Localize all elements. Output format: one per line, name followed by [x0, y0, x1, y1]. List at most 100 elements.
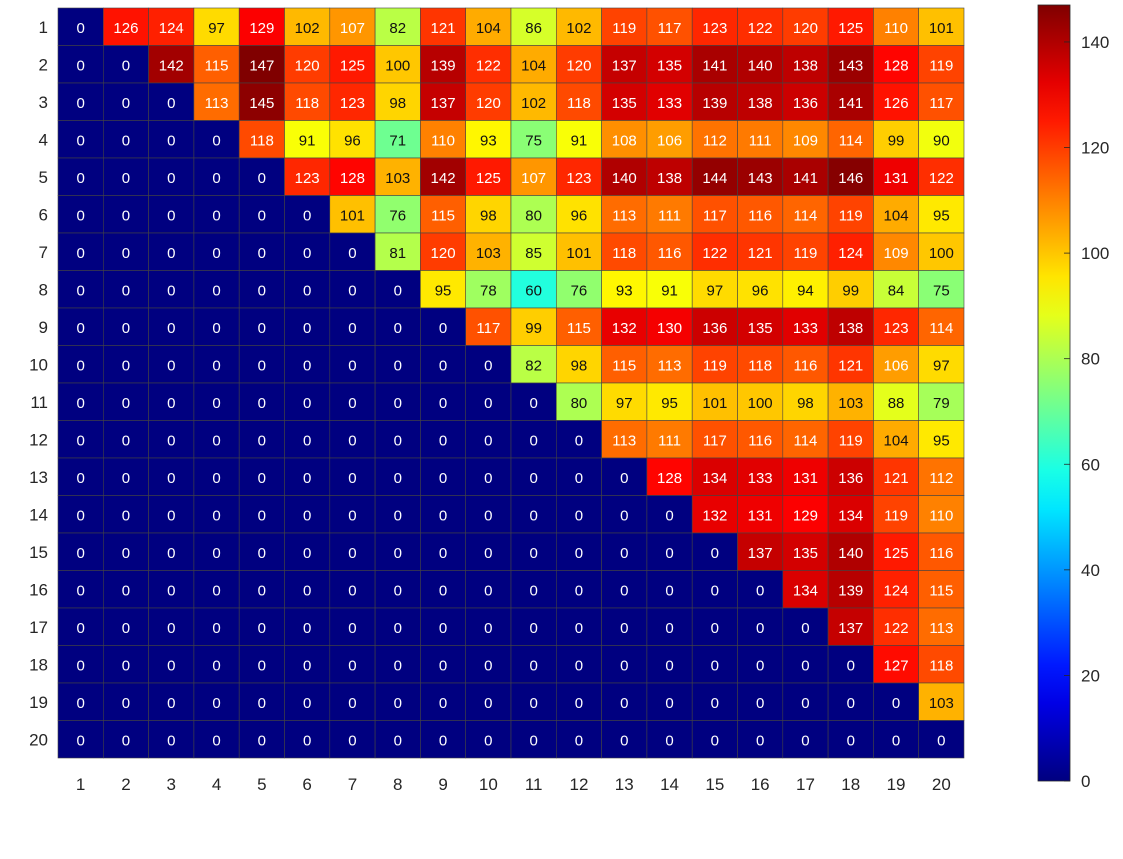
cell-value-label: 0 — [122, 620, 130, 637]
cell-value-label: 0 — [258, 282, 266, 299]
cell-value-label: 0 — [665, 620, 673, 637]
heatmap-cell — [103, 232, 149, 271]
x-tick-label: 13 — [615, 775, 634, 794]
heatmap-cell — [374, 157, 421, 196]
x-tick-label: 4 — [212, 775, 221, 794]
cell-value-label: 0 — [348, 282, 356, 299]
cell-value-label: 78 — [480, 282, 497, 299]
heatmap-cell — [238, 532, 285, 571]
x-tick-label: 8 — [393, 775, 402, 794]
heatmap-cell — [827, 532, 874, 571]
cell-value-label: 112 — [929, 470, 953, 487]
heatmap-cell — [782, 45, 829, 84]
heatmap-cell — [601, 645, 648, 684]
heatmap-cell — [329, 345, 376, 384]
cell-value-label: 102 — [295, 20, 320, 37]
cell-value-label: 116 — [748, 432, 772, 449]
cell-value-label: 124 — [159, 20, 184, 37]
heatmap-cell — [238, 645, 285, 684]
heatmap-cell — [691, 232, 738, 271]
cell-value-label: 0 — [167, 207, 175, 224]
cell-value-label: 84 — [888, 282, 905, 299]
cell-value-label: 0 — [212, 545, 220, 562]
cell-value-label: 0 — [529, 620, 537, 637]
cell-value-label: 0 — [756, 582, 764, 599]
heatmap-cell — [284, 532, 331, 571]
heatmap-cell — [737, 420, 784, 459]
cell-value-label: 0 — [76, 432, 84, 449]
cell-value-label: 0 — [122, 545, 130, 562]
cell-value-label: 123 — [566, 170, 591, 187]
cell-value-label: 75 — [933, 282, 950, 299]
cell-value-label: 110 — [431, 132, 455, 149]
heatmap-cell — [873, 7, 920, 46]
heatmap-cell — [737, 645, 784, 684]
heatmap-cell — [873, 532, 920, 571]
cell-value-label: 140 — [838, 545, 863, 562]
cell-value-label: 137 — [838, 620, 863, 637]
heatmap-cell — [374, 345, 421, 384]
heatmap-cell — [646, 532, 693, 571]
heatmap-cell — [329, 82, 376, 121]
cell-value-label: 0 — [212, 620, 220, 637]
heatmap-cell — [646, 570, 693, 609]
cell-value-label: 79 — [933, 395, 950, 412]
cell-value-label: 108 — [612, 132, 637, 149]
heatmap-cell — [103, 720, 149, 759]
cell-value-label: 0 — [711, 545, 719, 562]
heatmap-cell — [57, 645, 104, 684]
heatmap-cell — [555, 382, 602, 421]
cell-value-label: 0 — [258, 170, 266, 187]
heatmap-cell — [420, 570, 466, 609]
heatmap-cell — [510, 532, 557, 571]
cell-value-label: 0 — [439, 395, 447, 412]
cell-value-label: 136 — [702, 320, 727, 337]
heatmap-cell — [148, 232, 195, 271]
heatmap-cell — [193, 720, 240, 759]
cell-value-label: 0 — [575, 732, 583, 749]
colorbar: 0 20 40 60 80 100 120 140 — [1037, 4, 1109, 791]
heatmap-cell — [238, 420, 285, 459]
cell-value-label: 104 — [521, 57, 546, 74]
heatmap-cell — [148, 45, 195, 84]
cell-value-label: 0 — [756, 657, 764, 674]
heatmap-cell — [465, 120, 512, 159]
cell-value-label: 0 — [167, 695, 175, 712]
cell-value-label: 0 — [167, 132, 175, 149]
heatmap-cell — [782, 120, 829, 159]
cell-value-label: 118 — [929, 657, 953, 674]
y-tick-label: 6 — [39, 205, 48, 224]
heatmap-cell — [646, 345, 693, 384]
heatmap-cell — [918, 457, 965, 496]
heatmap-cell — [691, 570, 738, 609]
cell-value-label: 0 — [348, 432, 356, 449]
cell-value-label: 91 — [299, 132, 316, 149]
heatmap-cell — [103, 45, 149, 84]
cell-value-label: 114 — [793, 432, 817, 449]
heatmap-cell — [57, 682, 104, 721]
heatmap-cell — [284, 7, 331, 46]
cell-value-label: 0 — [484, 395, 492, 412]
cell-value-label: 80 — [571, 395, 588, 412]
heatmap-cell — [284, 420, 331, 459]
cell-value-label: 118 — [250, 132, 274, 149]
heatmap-cell — [601, 82, 648, 121]
cell-value-label: 0 — [620, 732, 628, 749]
cell-value-label: 0 — [394, 545, 402, 562]
heatmap-cell — [737, 457, 784, 496]
cell-value-label: 124 — [838, 245, 863, 262]
cell-value-label: 0 — [665, 545, 673, 562]
x-tick-label: 2 — [121, 775, 130, 794]
heatmap-cell — [510, 270, 557, 309]
cell-value-label: 134 — [793, 582, 818, 599]
colorbar-tick-label: 80 — [1081, 350, 1100, 369]
heatmap-cell — [238, 495, 285, 534]
cell-value-label: 125 — [884, 545, 909, 562]
heatmap-cell — [148, 420, 195, 459]
cell-value-label: 115 — [567, 320, 591, 337]
cell-value-label: 0 — [394, 320, 402, 337]
heatmap-cell — [555, 720, 602, 759]
cell-value-label: 0 — [665, 695, 673, 712]
